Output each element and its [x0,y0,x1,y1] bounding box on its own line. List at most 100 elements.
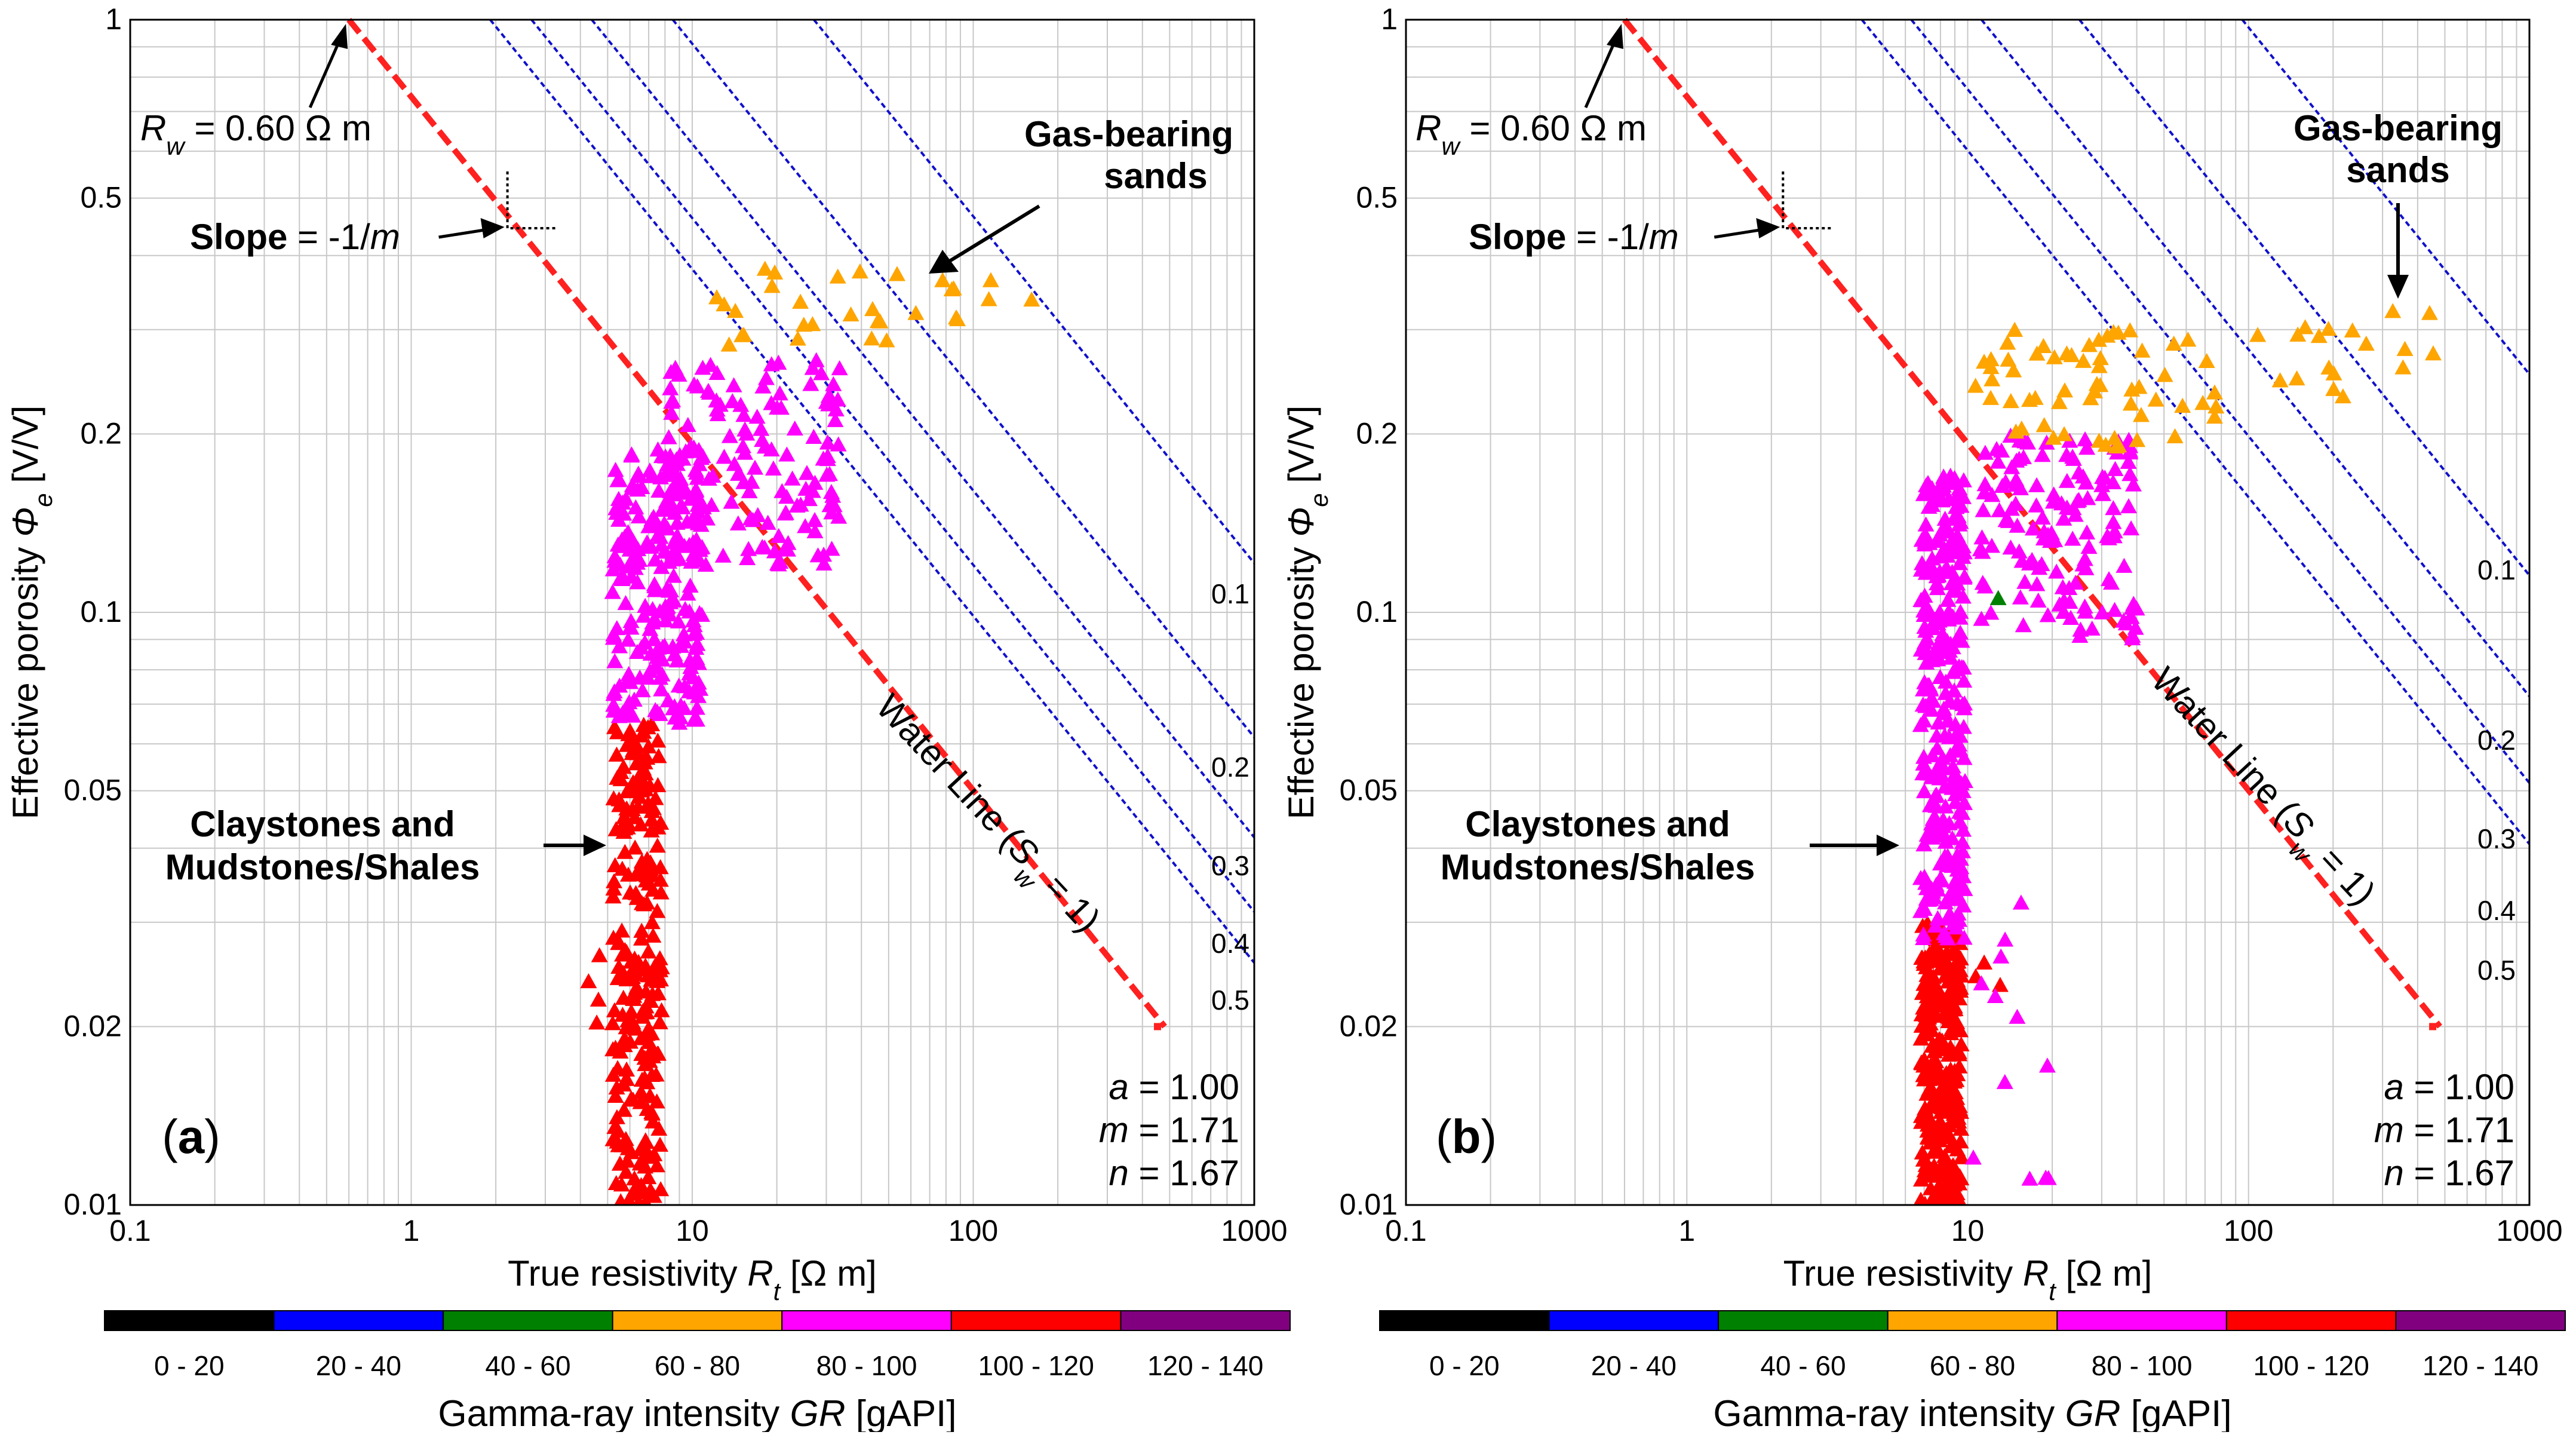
colorbar-swatch [1548,1310,1720,1331]
sw-curves [489,20,1254,965]
data-point [681,603,698,619]
data-point [1919,1122,1936,1138]
data-point [1947,786,1964,802]
data-point [806,512,824,528]
data-point [649,838,666,853]
data-point [1936,1148,1953,1163]
data-point [2016,574,2034,589]
data-point [644,927,662,943]
data-point [690,456,708,471]
param-a: a = 1.00 [1109,1067,1239,1107]
data-point [1935,520,1952,536]
colorbar-swatch [2395,1310,2566,1331]
data-point [1955,930,1973,945]
data-point [2198,352,2215,369]
data-point [2147,391,2164,407]
data-point [1951,480,1968,496]
x-tick-label: 100 [2224,1214,2273,1247]
data-point [684,443,702,458]
data-point [2156,367,2173,382]
data-point [628,755,645,771]
data-point [659,520,676,536]
data-point [2075,352,2092,368]
data-point [633,639,650,655]
data-point [610,490,627,506]
data-point [2037,1169,2055,1185]
data-point [2010,450,2028,466]
data-point [1942,890,1959,905]
data-point [2064,531,2081,546]
data-point [1924,1062,1942,1077]
data-point [1949,575,1966,591]
data-point [1989,590,2007,605]
data-point [604,584,621,599]
data-point [1949,905,1967,921]
data-point [824,487,842,503]
data-point [633,479,650,495]
data-point [1917,982,1935,997]
data-point [1949,725,1967,740]
data-point [2334,388,2351,404]
data-point [726,456,743,471]
data-point [1948,534,1965,550]
data-point [674,499,691,514]
data-point [604,888,622,904]
sw-curve-0.4 [530,20,1254,914]
data-point [615,1102,633,1117]
data-point [730,465,748,481]
data-point [1982,358,2000,375]
data-point [614,1007,631,1022]
data-point [635,723,652,739]
slope-label: Slope = -1/m [1469,217,1679,257]
y-tick-label: 0.2 [80,416,122,450]
data-point [643,914,661,930]
data-point [621,694,638,710]
data-point [2132,407,2150,422]
data-point [615,989,632,1005]
data-point [651,1014,668,1029]
slope-arrowhead [1756,218,1780,239]
panel-a: 0.1 1 10 100 1000 0.01 0.02 0.05 0.1 0.2 0.5 1 True … [5,2,1291,1434]
y-tick-label: 0.2 [1356,416,1398,450]
data-point [1929,827,1946,843]
data-point [627,885,644,900]
data-point [1946,1001,1964,1016]
sw-curve-0.2 [2078,20,2529,578]
data-point [714,547,732,563]
data-point [2207,398,2225,414]
data-point [1941,642,1958,658]
data-point [641,462,659,478]
colorbar-label: 80 - 100 [816,1350,917,1381]
data-point [878,332,895,348]
data-point [2090,332,2107,347]
data-point [2133,342,2151,358]
data-point [1952,1170,1970,1186]
data-point [945,280,962,296]
data-point [2065,450,2082,466]
scatter-points [580,260,1040,1205]
colorbar-label: 20 - 40 [1591,1350,1677,1381]
gas-label-line1: Gas-bearing [1024,114,1233,154]
data-point [1928,727,1945,743]
data-point [686,625,703,641]
data-point [770,354,787,370]
data-point [619,814,636,830]
data-point [980,291,997,306]
y-tick-label: 0.05 [1340,774,1398,807]
data-point [624,801,641,817]
data-point [949,311,966,327]
data-point [2310,327,2328,344]
data-point [2035,530,2052,545]
colorbar-swatch [1379,1310,1550,1331]
data-point [2007,476,2025,492]
data-point [1944,758,1961,774]
data-point [618,944,635,959]
data-point [620,666,637,681]
data-point [611,934,628,950]
data-point [604,561,622,577]
data-point [633,1030,650,1045]
sw-label: 0.5 [1211,985,1249,1016]
data-point [1956,695,1973,711]
data-point [611,638,628,654]
data-point [699,510,716,526]
